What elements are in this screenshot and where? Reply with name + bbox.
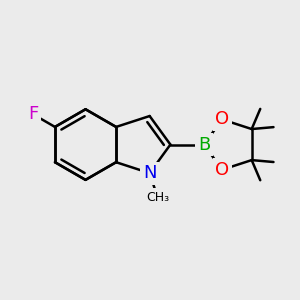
Text: F: F bbox=[28, 105, 38, 123]
Text: O: O bbox=[215, 110, 229, 128]
Text: O: O bbox=[215, 161, 229, 179]
Text: CH₃: CH₃ bbox=[146, 191, 169, 204]
Text: B: B bbox=[198, 136, 210, 154]
Text: N: N bbox=[143, 164, 156, 182]
